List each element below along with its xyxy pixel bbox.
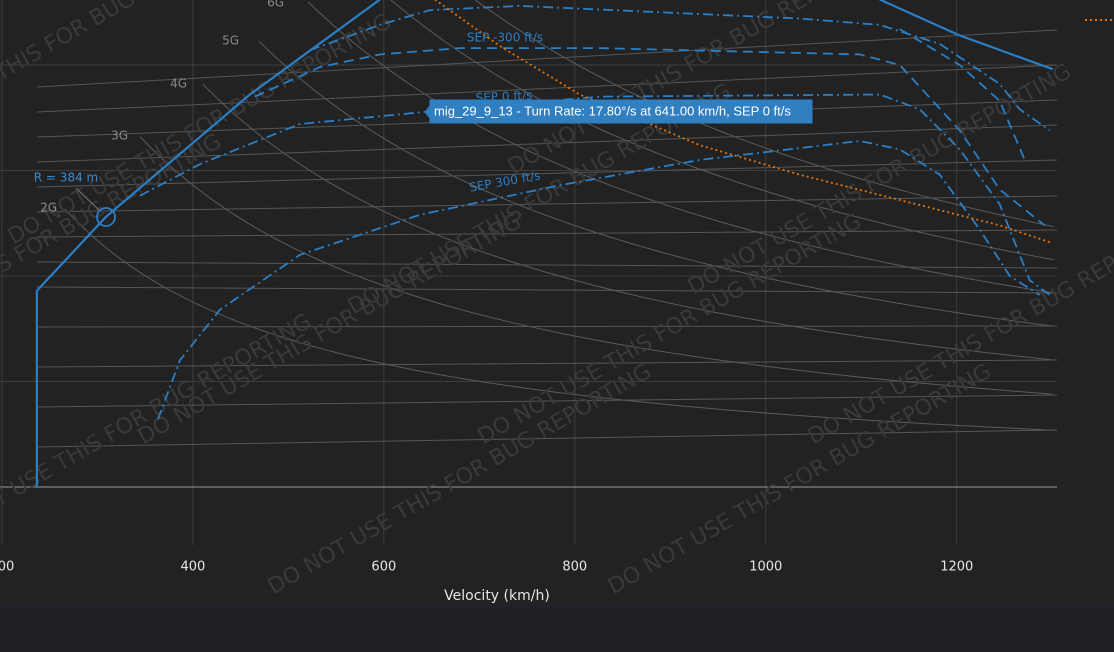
g-label: 2G [40, 201, 57, 215]
radius-line [36, 195, 1057, 213]
footer-background [0, 605, 1114, 652]
load-factor-curve [64, 208, 1057, 431]
radius-line [36, 394, 1057, 408]
load-factor-curve [139, 136, 1053, 395]
g-label: 4G [170, 77, 187, 91]
tooltip-text: mig_29_9_13 - Turn Rate: 17.80°/s at 641… [434, 103, 791, 118]
radius-label: R = 384 m [34, 171, 98, 185]
g-label: 5G [222, 34, 239, 48]
radius-line [36, 359, 1057, 368]
x-tick-label: 200 [0, 560, 14, 575]
radius-line [36, 429, 1057, 448]
series-line [309, 5, 1051, 132]
x-tick-label: 800 [562, 560, 587, 575]
radius-marker [96, 207, 116, 227]
radius-line [36, 261, 1057, 269]
tooltip-box [424, 99, 813, 124]
g-label: 6G [267, 0, 284, 10]
radius-line [36, 64, 1057, 113]
sep-label: SEP -300 ft/s [467, 31, 543, 45]
x-axis-title: Velocity (km/h) [444, 588, 550, 604]
radius-line [36, 229, 1057, 238]
load-factor-curve [202, 83, 1052, 361]
x-tick-label: 1200 [940, 560, 973, 575]
radius-line [36, 286, 1057, 294]
x-tick-label: 400 [180, 560, 205, 575]
load-factor-curve [474, 0, 1055, 228]
g-label: 3G [111, 129, 128, 143]
series-line [157, 140, 1041, 420]
radius-line [36, 124, 1057, 163]
x-tick-label: 1000 [749, 560, 782, 575]
series-line [35, 0, 1054, 487]
load-factor-curve [307, 1, 1053, 294]
x-tick-label: 600 [371, 560, 396, 575]
load-factor-curve [258, 40, 1052, 327]
radius-line [36, 29, 1057, 88]
load-factor-curve [390, 0, 1055, 261]
plot-background [0, 0, 1114, 605]
series-line [899, 28, 1026, 161]
radius-pointer [75, 187, 101, 212]
radius-line [36, 159, 1057, 188]
series-line [434, 0, 1051, 244]
series-line [254, 47, 1046, 227]
